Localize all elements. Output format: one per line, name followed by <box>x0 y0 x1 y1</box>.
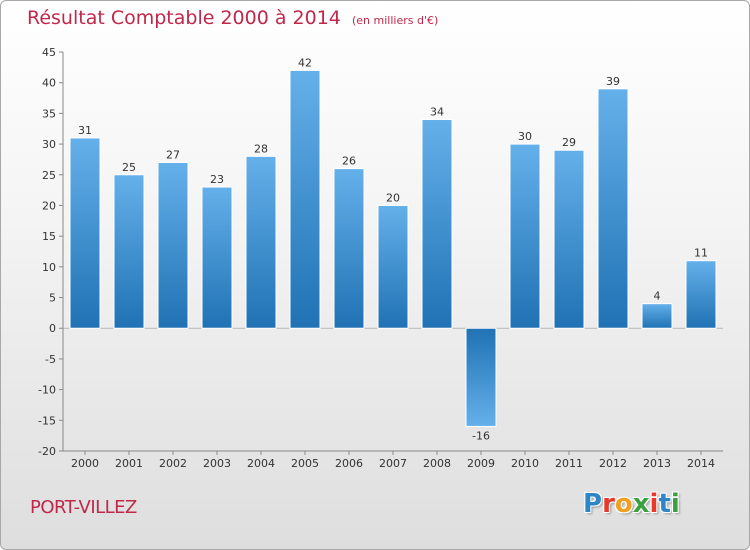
x-tick-label: 2011 <box>555 457 583 470</box>
chart-title: Résultat Comptable 2000 à 2014 (en milli… <box>27 7 438 29</box>
bar-2013 <box>641 303 673 329</box>
x-tick-label: 2013 <box>643 457 671 470</box>
value-label: 27 <box>166 148 180 161</box>
value-label: 25 <box>122 161 136 174</box>
value-label: 30 <box>518 130 532 143</box>
bar-2007 <box>377 204 409 329</box>
chart-title-main: Résultat Comptable 2000 à 2014 <box>27 7 341 29</box>
logo-letter: t <box>658 489 671 519</box>
bar-2002 <box>157 161 189 329</box>
x-tick-label: 2006 <box>335 457 363 470</box>
value-label: -16 <box>472 429 490 442</box>
value-label: 39 <box>606 75 620 88</box>
bar-2011 <box>553 149 585 329</box>
y-tick-label: 25 <box>42 169 56 182</box>
y-tick-label: 30 <box>42 138 56 151</box>
value-label: 34 <box>430 106 444 119</box>
y-tick-label: -10 <box>38 384 56 397</box>
value-label: 26 <box>342 155 356 168</box>
x-tick-label: 2001 <box>115 457 143 470</box>
bar-2010 <box>509 143 541 329</box>
value-label: 29 <box>562 136 576 149</box>
value-label: 11 <box>694 247 708 260</box>
logo-letter: i <box>649 489 659 519</box>
x-tick-label: 2002 <box>159 457 187 470</box>
logo-letter: P <box>583 489 603 519</box>
bar-2014 <box>685 260 717 329</box>
logo-letter: x <box>632 489 650 519</box>
y-tick-label: -5 <box>45 353 56 366</box>
value-label: 31 <box>78 124 92 137</box>
bar-2003 <box>201 186 233 329</box>
logo-letter: o <box>614 489 633 519</box>
y-tick-label: 5 <box>49 292 56 305</box>
place-name: PORT-VILLEZ <box>30 497 137 518</box>
value-label: 23 <box>210 173 224 186</box>
chart-labels: 2000 31 2001 25 2002 27 2003 23 2004 28 2005 42 2006… <box>71 56 715 470</box>
proxiti-logo: Proxiti <box>583 489 680 519</box>
value-label: 20 <box>386 191 400 204</box>
x-tick-label: 2003 <box>203 457 231 470</box>
logo-letter: r <box>602 489 615 519</box>
bar-2009 <box>465 327 497 427</box>
chart-axes: -20 -15 -10 -5 0 5 10 15 20 25 30 35 40 45 <box>38 46 723 458</box>
x-tick-label: 2008 <box>423 457 451 470</box>
y-tick-label: 0 <box>49 322 56 335</box>
chart-title-subtitle: (en milliers d'€) <box>351 14 439 27</box>
x-tick-label: 2004 <box>247 457 275 470</box>
x-tick-label: 2010 <box>511 457 539 470</box>
x-tick-label: 2005 <box>291 457 319 470</box>
y-tick-label: 40 <box>42 77 56 90</box>
bar-2012 <box>597 88 629 329</box>
bar-2006 <box>333 168 365 329</box>
bar-2008 <box>421 119 453 329</box>
x-tick-label: 2009 <box>467 457 495 470</box>
bar-2005 <box>289 69 321 329</box>
bar-2000 <box>69 137 101 329</box>
logo-letter: i <box>670 489 680 519</box>
y-tick-label: 15 <box>42 230 56 243</box>
value-label: 4 <box>654 290 661 303</box>
y-tick-label: 20 <box>42 199 56 212</box>
value-label: 42 <box>298 56 312 69</box>
bar-2004 <box>245 155 277 329</box>
x-tick-label: 2012 <box>599 457 627 470</box>
value-label: 28 <box>254 142 268 155</box>
x-tick-label: 2014 <box>687 457 715 470</box>
y-tick-label: -20 <box>38 445 56 458</box>
y-tick-label: 35 <box>42 107 56 120</box>
y-tick-label: 45 <box>42 46 56 59</box>
x-tick-label: 2000 <box>71 457 99 470</box>
bar-2001 <box>113 174 145 329</box>
y-tick-label: -15 <box>38 414 56 427</box>
x-tick-label: 2007 <box>379 457 407 470</box>
y-tick-label: 10 <box>42 261 56 274</box>
chart-bars <box>69 69 717 427</box>
